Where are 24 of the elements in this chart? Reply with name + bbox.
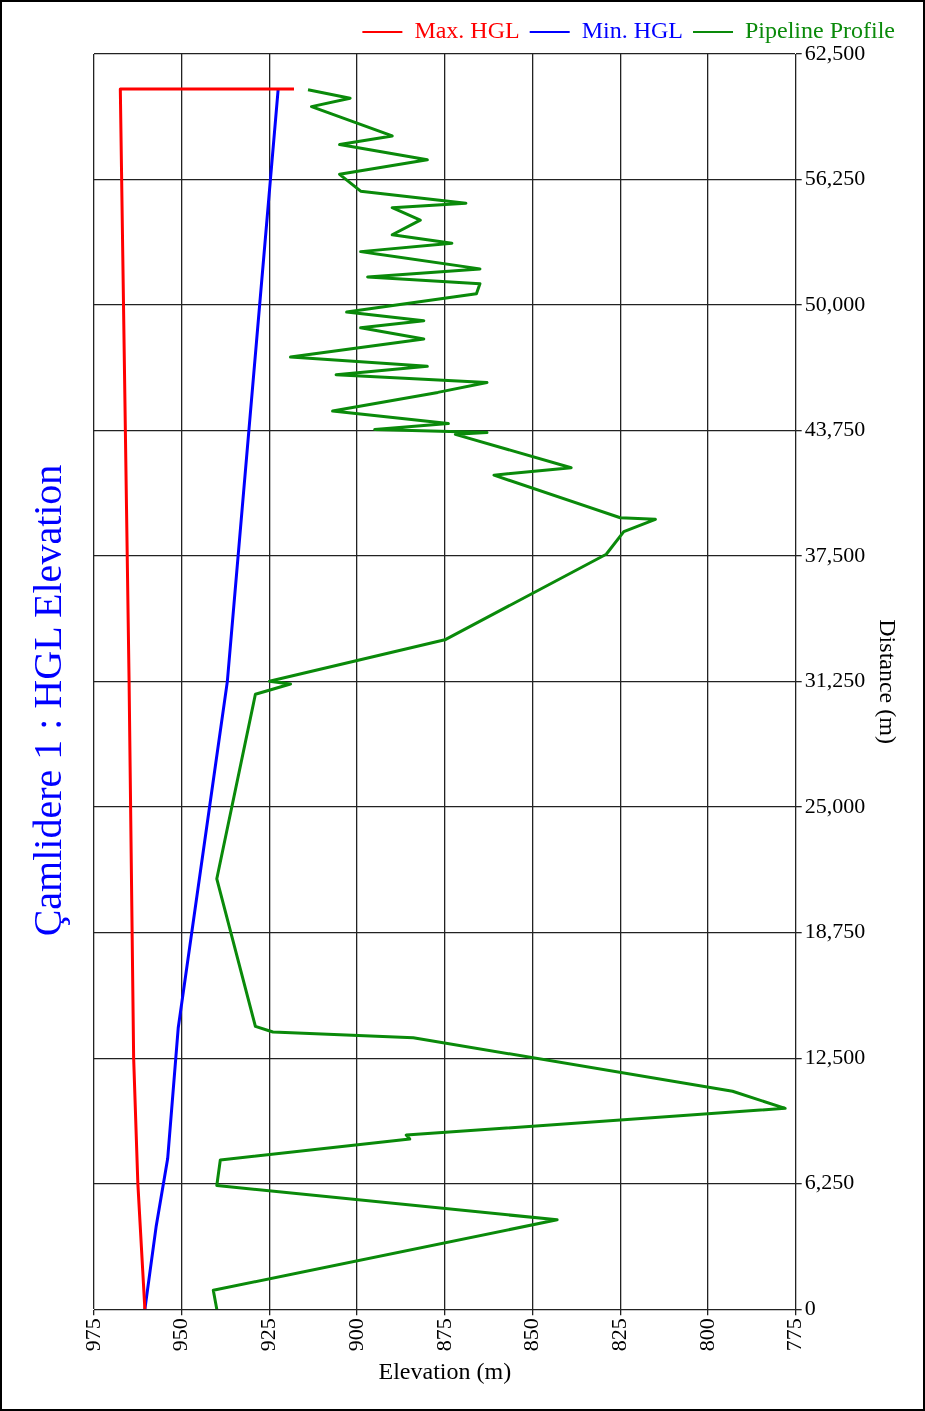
x-tick-label: 975 (79, 1318, 105, 1352)
y-tick-label: 37,500 (804, 541, 866, 567)
legend-label: Max. HGL (414, 17, 520, 44)
x-tick-label: 825 (606, 1318, 632, 1352)
y-tick-label: 50,000 (804, 290, 866, 316)
y-tick-label: 56,250 (804, 165, 866, 191)
x-tick-label: 925 (255, 1318, 281, 1352)
x-tick-label: 800 (693, 1318, 719, 1352)
y-tick-label: 43,750 (804, 416, 866, 442)
y-axis-title: Distance (m) (875, 619, 902, 744)
x-tick-label: 950 (167, 1318, 193, 1352)
y-tick-label: 18,750 (804, 918, 866, 944)
x-tick-label: 850 (518, 1318, 544, 1352)
y-tick-label: 25,000 (804, 792, 866, 818)
y-tick-label: 12,500 (804, 1043, 866, 1069)
legend-label: Min. HGL (581, 17, 684, 44)
x-axis-title: Elevation (m) (378, 1357, 512, 1384)
y-tick-label: 6,250 (804, 1169, 855, 1195)
x-tick-label: 900 (342, 1318, 368, 1352)
x-tick-label: 875 (430, 1318, 456, 1352)
y-tick-label: 0 (804, 1294, 816, 1320)
x-tick-label: 775 (781, 1318, 807, 1352)
text: Çamlidere 1 : HGL Elevation (24, 464, 70, 937)
y-tick-label: 31,250 (804, 667, 866, 693)
